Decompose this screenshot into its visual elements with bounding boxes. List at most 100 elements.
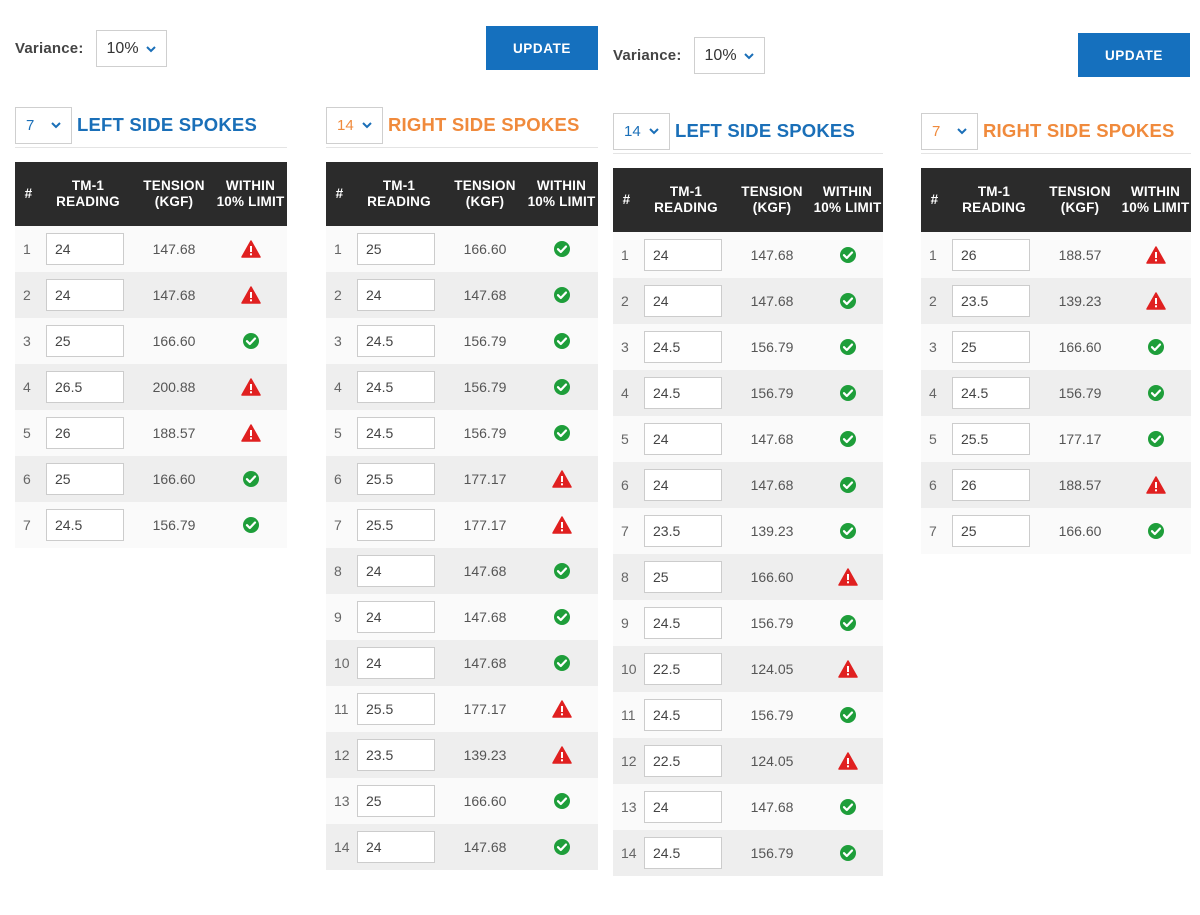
table-row: 10 147.68 xyxy=(326,640,598,686)
tm1-reading-input[interactable] xyxy=(357,693,435,725)
tm1-reading-input[interactable] xyxy=(644,285,722,317)
spoke-number: 5 xyxy=(621,431,629,447)
tension-value: 156.79 xyxy=(750,385,794,401)
check-circle-icon xyxy=(1147,430,1165,448)
tm1-reading-input[interactable] xyxy=(357,785,435,817)
limit-status xyxy=(1120,232,1191,278)
reading-cell xyxy=(948,324,1040,370)
tm1-reading-input[interactable] xyxy=(357,279,435,311)
tension-value: 177.17 xyxy=(463,517,507,533)
limit-status xyxy=(1120,278,1191,324)
limit-status xyxy=(214,272,287,318)
tm1-reading-input[interactable] xyxy=(644,377,722,409)
tm1-reading-input[interactable] xyxy=(46,417,124,449)
limit-status xyxy=(812,738,883,784)
tm1-reading-input[interactable] xyxy=(952,515,1030,547)
tm1-reading-input[interactable] xyxy=(644,653,722,685)
tm1-reading-input[interactable] xyxy=(644,745,722,777)
tm1-reading-input[interactable] xyxy=(357,371,435,403)
warning-icon xyxy=(837,660,858,678)
tm1-reading-input[interactable] xyxy=(644,607,722,639)
spoke-count-select[interactable]: 7 xyxy=(921,112,978,150)
tm1-reading-input[interactable] xyxy=(952,331,1030,363)
limit-status xyxy=(525,548,598,594)
tm1-reading-input[interactable] xyxy=(357,417,435,449)
reading-cell xyxy=(948,370,1040,416)
tm1-reading-input[interactable] xyxy=(357,555,435,587)
tm1-reading-input[interactable] xyxy=(357,509,435,541)
variance-label: Variance: xyxy=(15,40,84,57)
panel-header: 7 RIGHT SIDE SPOKES xyxy=(921,112,1191,154)
tm1-reading-input[interactable] xyxy=(952,377,1030,409)
variance-select[interactable]: 10% xyxy=(95,30,167,67)
table-row: 3 166.60 xyxy=(921,324,1191,370)
tm1-reading-input[interactable] xyxy=(46,509,124,541)
tm1-reading-input[interactable] xyxy=(357,463,435,495)
spoke-count-select[interactable]: 7 xyxy=(15,106,72,144)
tm1-reading-input[interactable] xyxy=(357,647,435,679)
spoke-count-select[interactable]: 14 xyxy=(326,106,383,144)
tension-value: 147.68 xyxy=(750,799,794,815)
spoke-number: 7 xyxy=(334,517,342,533)
tm1-reading-input[interactable] xyxy=(644,515,722,547)
variance-value: 10% xyxy=(106,39,139,57)
tm1-reading-input[interactable] xyxy=(644,791,722,823)
check-circle-icon xyxy=(242,470,260,488)
check-circle-icon xyxy=(553,424,571,442)
table-row: 11 156.79 xyxy=(613,692,883,738)
update-button[interactable]: UPDATE xyxy=(1078,33,1190,77)
tm1-reading-input[interactable] xyxy=(644,699,722,731)
tm1-reading-input[interactable] xyxy=(644,239,722,271)
table-row: 6 177.17 xyxy=(326,456,598,502)
reading-cell xyxy=(640,278,732,324)
warning-icon xyxy=(551,746,572,764)
tm1-reading-input[interactable] xyxy=(952,423,1030,455)
tm1-reading-input[interactable] xyxy=(952,469,1030,501)
reading-cell xyxy=(640,830,732,876)
tm1-reading-input[interactable] xyxy=(46,233,124,265)
tm1-reading-input[interactable] xyxy=(644,837,722,869)
check-circle-icon xyxy=(839,384,857,402)
check-circle-icon xyxy=(839,430,857,448)
tm1-reading-input[interactable] xyxy=(644,423,722,455)
tension-value: 139.23 xyxy=(463,747,507,763)
panel-title: RIGHT SIDE SPOKES xyxy=(983,120,1175,141)
tm1-reading-input[interactable] xyxy=(46,279,124,311)
reading-cell xyxy=(640,738,732,784)
tm1-reading-input[interactable] xyxy=(952,239,1030,271)
tm1-reading-input[interactable] xyxy=(644,331,722,363)
tm1-reading-input[interactable] xyxy=(644,469,722,501)
table-row: 4 156.79 xyxy=(921,370,1191,416)
reading-cell xyxy=(42,410,134,456)
reading-cell xyxy=(42,318,134,364)
tm1-reading-input[interactable] xyxy=(46,463,124,495)
update-button[interactable]: UPDATE xyxy=(486,26,598,70)
col-reading: TM-1 READING xyxy=(42,162,134,226)
spoke-number: 2 xyxy=(334,287,342,303)
limit-status xyxy=(812,278,883,324)
limit-status xyxy=(812,416,883,462)
tm1-reading-input[interactable] xyxy=(357,325,435,357)
tm1-reading-input[interactable] xyxy=(357,831,435,863)
col-number: # xyxy=(613,168,640,232)
tm1-reading-input[interactable] xyxy=(357,739,435,771)
right-spokes-panel: 7 RIGHT SIDE SPOKES # TM-1 READING TENSI… xyxy=(921,112,1191,554)
tm1-reading-input[interactable] xyxy=(644,561,722,593)
tm1-reading-input[interactable] xyxy=(357,233,435,265)
spoke-count-value: 7 xyxy=(932,122,941,140)
variance-select[interactable]: 10% xyxy=(693,37,765,74)
spoke-count-select[interactable]: 14 xyxy=(613,112,670,150)
tm1-reading-input[interactable] xyxy=(952,285,1030,317)
tm1-reading-input[interactable] xyxy=(357,601,435,633)
table-row: 4 156.79 xyxy=(326,364,598,410)
spoke-number: 7 xyxy=(929,523,937,539)
reading-cell xyxy=(353,226,445,272)
tm1-reading-input[interactable] xyxy=(46,371,124,403)
right-spokes-panel: 14 RIGHT SIDE SPOKES # TM-1 READING TENS… xyxy=(326,106,598,870)
reading-cell xyxy=(948,232,1040,278)
warning-icon xyxy=(1145,476,1166,494)
check-circle-icon xyxy=(553,562,571,580)
limit-status xyxy=(525,456,598,502)
chevron-down-icon xyxy=(955,124,969,138)
tm1-reading-input[interactable] xyxy=(46,325,124,357)
